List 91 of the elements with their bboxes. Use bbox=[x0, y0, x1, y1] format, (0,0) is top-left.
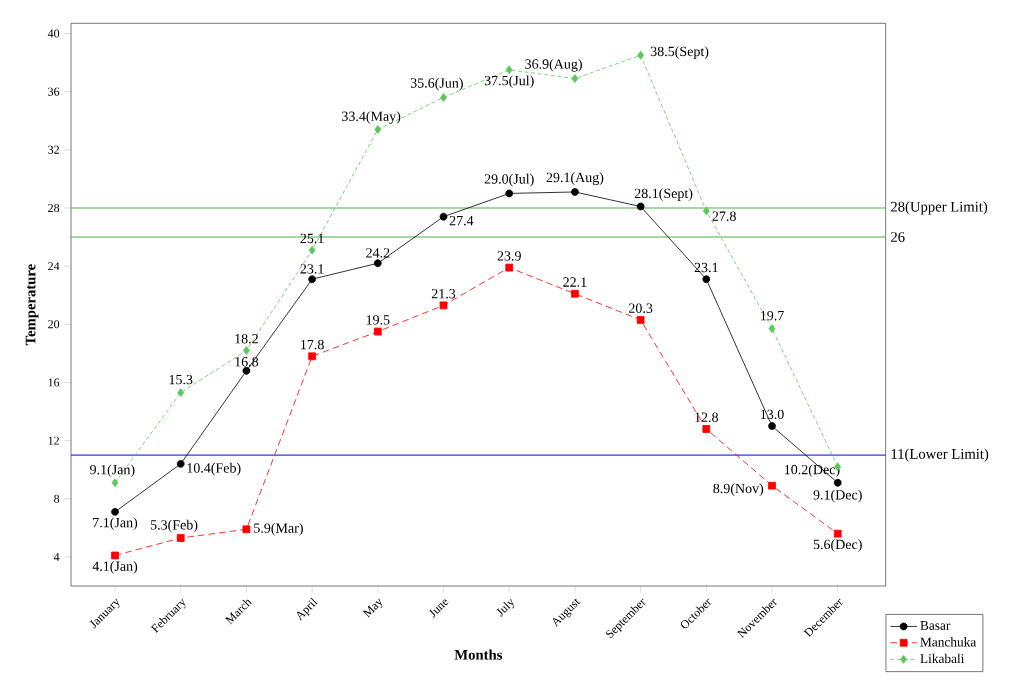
data-label: 37.5(Jul) bbox=[484, 75, 534, 89]
x-axis-title: Months bbox=[454, 649, 503, 660]
data-label: 24.2 bbox=[366, 248, 390, 258]
point bbox=[637, 50, 645, 60]
ref-line-label: 28(Upper Limit) bbox=[891, 201, 988, 215]
point bbox=[308, 352, 316, 361]
data-label: 35.6(Jun) bbox=[410, 77, 463, 91]
point bbox=[242, 525, 251, 534]
point bbox=[374, 125, 382, 134]
data-label: 12.8 bbox=[695, 412, 719, 423]
data-label: 20.3 bbox=[628, 303, 653, 313]
data-label: 27.4 bbox=[449, 215, 474, 226]
y-tick-label: 24 bbox=[48, 262, 60, 271]
point bbox=[505, 263, 514, 272]
point bbox=[702, 206, 710, 216]
point bbox=[439, 301, 448, 310]
point bbox=[505, 189, 514, 198]
data-label: 10.4(Feb) bbox=[187, 462, 241, 476]
point bbox=[636, 202, 645, 211]
data-label: 16.8 bbox=[235, 357, 259, 367]
y-tick-label: 4 bbox=[53, 552, 60, 561]
point bbox=[702, 425, 711, 433]
point bbox=[373, 259, 382, 268]
y-tick-label: 36 bbox=[48, 87, 60, 96]
y-tick-label: 32 bbox=[48, 145, 59, 154]
point bbox=[308, 245, 316, 255]
point bbox=[768, 481, 776, 490]
data-label: 18.2 bbox=[235, 334, 258, 344]
data-label: 19.5 bbox=[366, 315, 390, 325]
point bbox=[439, 212, 448, 221]
data-label: 5.3(Feb) bbox=[150, 519, 198, 533]
data-label: 15.3 bbox=[169, 374, 193, 385]
point bbox=[571, 289, 579, 298]
point bbox=[111, 507, 119, 516]
data-label: 38.5(Sept) bbox=[650, 46, 709, 59]
x-tick-label: June bbox=[428, 599, 449, 618]
point bbox=[636, 316, 645, 324]
data-label: 9.1(Jan) bbox=[90, 464, 135, 478]
data-label: 9.1(Dec) bbox=[813, 489, 862, 503]
point bbox=[571, 188, 579, 196]
data-label: 22.1 bbox=[563, 277, 587, 287]
point bbox=[176, 460, 185, 468]
legend-label: Likabali bbox=[920, 653, 965, 664]
point bbox=[177, 388, 185, 398]
point bbox=[440, 93, 447, 102]
data-label: 27.8 bbox=[712, 211, 736, 221]
point bbox=[505, 65, 513, 75]
point bbox=[111, 551, 119, 560]
point bbox=[111, 478, 119, 488]
ref-line-label: 26 bbox=[891, 232, 905, 242]
data-label: 13.0 bbox=[761, 409, 784, 420]
point bbox=[768, 422, 776, 430]
point bbox=[243, 346, 250, 355]
data-label: 5.9(Mar) bbox=[254, 522, 303, 536]
data-label: 25.1 bbox=[300, 233, 324, 244]
y-tick-label: 12 bbox=[48, 436, 59, 445]
y-tick-label: 28 bbox=[48, 203, 60, 213]
data-label: 28.1(Sept) bbox=[634, 188, 693, 201]
point bbox=[571, 74, 579, 83]
data-label: 10.2(Dec) bbox=[784, 464, 840, 478]
data-label: 36.9(Aug) bbox=[525, 58, 582, 72]
data-label: 23.1 bbox=[300, 264, 324, 274]
y-tick-label: 20 bbox=[48, 320, 60, 329]
data-label: 23.1 bbox=[694, 262, 718, 273]
point bbox=[702, 275, 711, 284]
point bbox=[176, 534, 185, 542]
y-tick-label: 8 bbox=[54, 494, 60, 503]
data-label: 5.6(Dec) bbox=[813, 539, 862, 552]
data-label: 19.7 bbox=[761, 310, 784, 321]
data-label: 23.9 bbox=[497, 251, 521, 261]
x-tick-label: July bbox=[496, 598, 514, 617]
data-label: 33.4(May) bbox=[342, 111, 401, 124]
y-axis-title: Temperature bbox=[25, 264, 39, 346]
point bbox=[768, 324, 776, 334]
data-label: 8.9(Nov) bbox=[713, 483, 764, 497]
data-label: 29.0(Jul) bbox=[484, 173, 534, 187]
point bbox=[833, 478, 842, 487]
y-tick-label: 16 bbox=[48, 378, 60, 387]
data-label: 17.8 bbox=[301, 339, 324, 350]
point bbox=[833, 529, 842, 538]
ref-line-label: 11(Lower Limit) bbox=[891, 448, 989, 462]
point bbox=[308, 275, 316, 284]
data-label: 7.1(Jan) bbox=[93, 517, 138, 531]
y-tick-label: 40 bbox=[47, 29, 60, 38]
data-label: 4.1(Jan) bbox=[92, 561, 138, 574]
data-label: 21.3 bbox=[431, 288, 456, 299]
x-tick-label: May bbox=[362, 598, 383, 618]
legend-label: Basar bbox=[920, 621, 951, 630]
data-label: 29.1(Aug) bbox=[546, 172, 604, 186]
legend-label: Manchuka bbox=[920, 637, 977, 647]
point bbox=[373, 327, 382, 336]
